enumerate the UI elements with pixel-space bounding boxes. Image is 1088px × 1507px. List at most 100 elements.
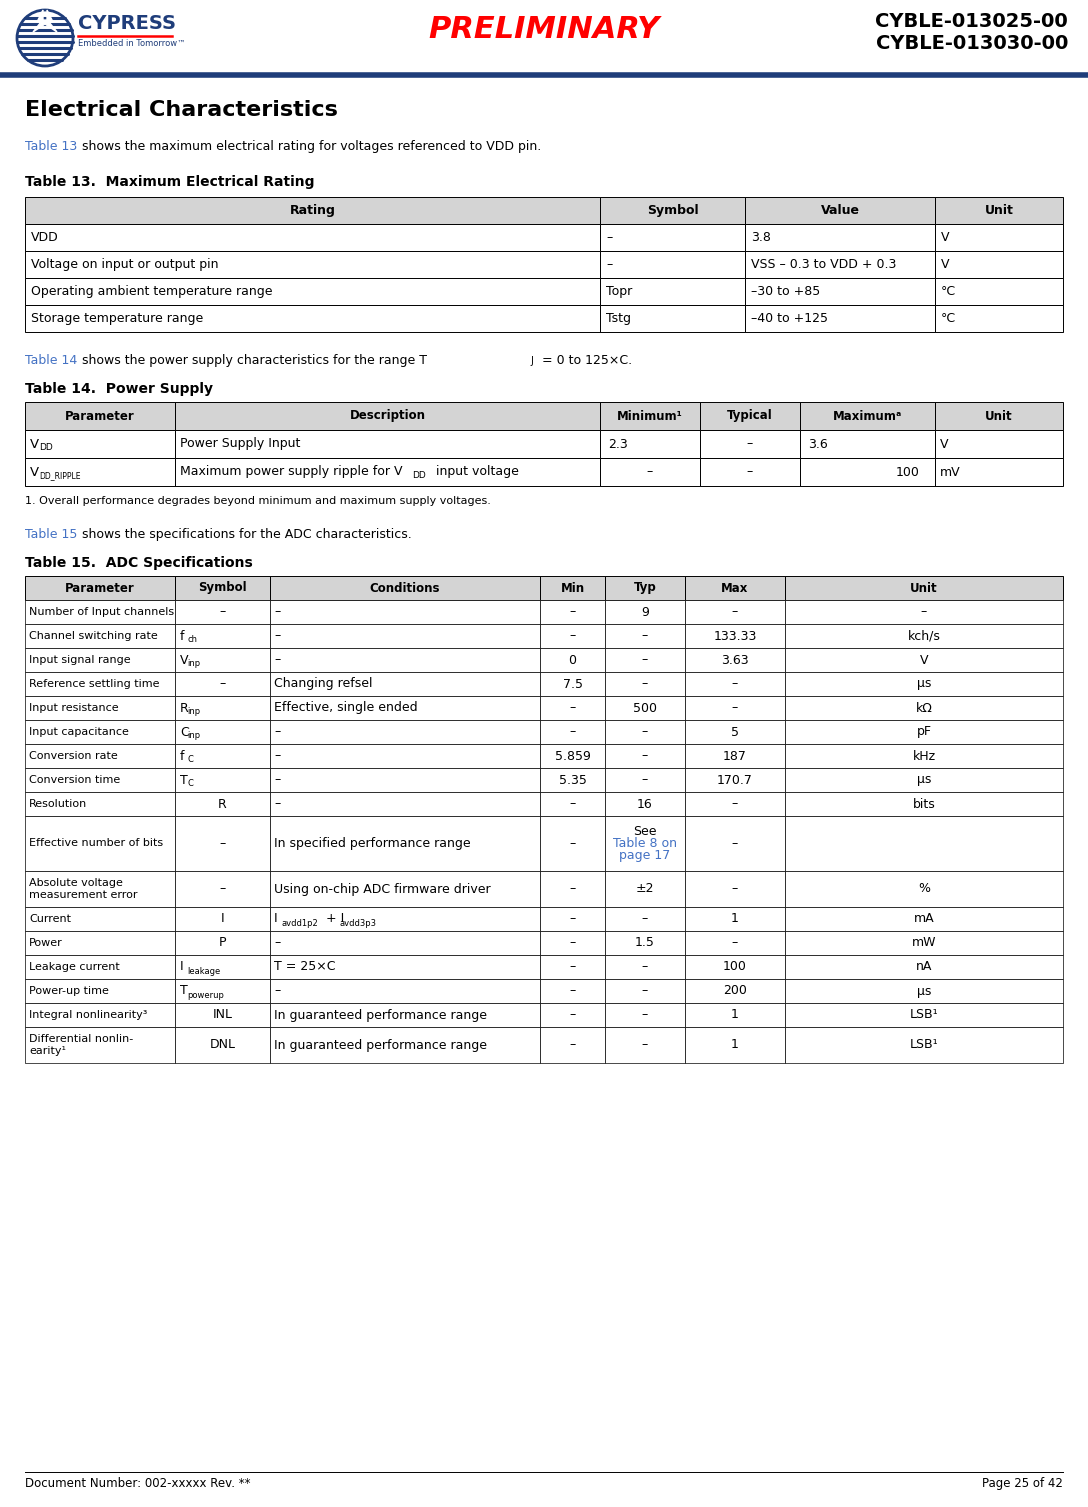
Bar — [270, 1004, 540, 1026]
Bar — [745, 197, 935, 225]
Bar — [685, 907, 786, 931]
Text: Conditions: Conditions — [370, 582, 441, 594]
Text: –: – — [642, 654, 648, 666]
Text: LSB¹: LSB¹ — [910, 1008, 938, 1022]
Bar — [175, 624, 270, 648]
Bar — [800, 458, 935, 485]
Polygon shape — [33, 11, 57, 32]
Bar — [25, 815, 175, 871]
Bar — [25, 648, 175, 672]
Text: Leakage current: Leakage current — [29, 961, 120, 972]
Bar — [685, 931, 786, 955]
Bar — [540, 576, 605, 600]
Bar — [175, 793, 270, 815]
Bar — [540, 769, 605, 793]
Text: Table 14: Table 14 — [25, 354, 77, 368]
Text: μs: μs — [917, 984, 931, 998]
Bar — [605, 907, 685, 931]
Bar — [745, 252, 935, 277]
Text: –: – — [732, 797, 738, 811]
Bar — [175, 696, 270, 720]
Bar — [786, 815, 1063, 871]
Bar — [745, 277, 935, 304]
Text: –: – — [606, 258, 613, 271]
Bar — [25, 931, 175, 955]
Bar — [786, 624, 1063, 648]
Text: V: V — [941, 258, 950, 271]
Text: –: – — [920, 606, 927, 618]
Bar — [605, 871, 685, 907]
Text: Symbol: Symbol — [646, 203, 698, 217]
Text: f: f — [180, 749, 185, 763]
Text: 7.5: 7.5 — [562, 678, 582, 690]
Text: –: – — [569, 797, 576, 811]
Text: 3.6: 3.6 — [808, 437, 828, 451]
Text: R: R — [180, 701, 188, 714]
Bar — [786, 1026, 1063, 1062]
Text: μs: μs — [917, 773, 931, 787]
Text: –: – — [732, 678, 738, 690]
Text: –: – — [274, 725, 281, 738]
Bar — [270, 624, 540, 648]
Text: C: C — [187, 779, 193, 788]
Bar — [25, 672, 175, 696]
Bar — [605, 769, 685, 793]
Bar — [599, 429, 700, 458]
Text: –: – — [569, 960, 576, 974]
Text: –: – — [569, 913, 576, 925]
Bar — [25, 1026, 175, 1062]
Bar — [175, 815, 270, 871]
Bar — [540, 624, 605, 648]
Text: 1: 1 — [731, 1038, 739, 1052]
Text: 9: 9 — [641, 606, 648, 618]
Text: page 17: page 17 — [619, 848, 670, 862]
Bar — [786, 720, 1063, 744]
Text: C: C — [187, 755, 193, 764]
Bar — [605, 931, 685, 955]
Text: –: – — [274, 749, 281, 763]
Text: Reference settling time: Reference settling time — [29, 680, 160, 689]
Text: 187: 187 — [724, 749, 747, 763]
Bar — [786, 576, 1063, 600]
Bar — [175, 931, 270, 955]
Text: DNL: DNL — [210, 1038, 235, 1052]
Bar — [745, 304, 935, 332]
Bar — [605, 1026, 685, 1062]
Text: Channel switching rate: Channel switching rate — [29, 631, 158, 640]
Text: –: – — [569, 606, 576, 618]
Text: Value: Value — [820, 203, 860, 217]
Bar — [540, 648, 605, 672]
Bar — [540, 871, 605, 907]
Bar — [685, 576, 786, 600]
Text: In guaranteed performance range: In guaranteed performance range — [274, 1008, 487, 1022]
Text: Table 15.  ADC Specifications: Table 15. ADC Specifications — [25, 556, 252, 570]
Bar — [786, 955, 1063, 980]
Bar — [270, 600, 540, 624]
Bar — [935, 304, 1063, 332]
Bar — [935, 197, 1063, 225]
Bar — [786, 793, 1063, 815]
Bar — [270, 931, 540, 955]
Text: Unit: Unit — [911, 582, 938, 594]
Text: Min: Min — [560, 582, 584, 594]
Bar — [685, 744, 786, 769]
Bar — [175, 1004, 270, 1026]
Bar — [935, 402, 1063, 429]
Text: –: – — [732, 606, 738, 618]
Text: –: – — [569, 1008, 576, 1022]
Bar — [540, 720, 605, 744]
Text: –: – — [569, 883, 576, 895]
Bar — [605, 576, 685, 600]
Text: –: – — [732, 836, 738, 850]
Text: P: P — [219, 936, 226, 949]
Text: mV: mV — [940, 466, 961, 479]
Bar — [786, 871, 1063, 907]
Text: CYPRESS: CYPRESS — [78, 14, 176, 33]
Bar — [745, 225, 935, 252]
Text: 5.859: 5.859 — [555, 749, 591, 763]
Bar — [270, 672, 540, 696]
Bar — [540, 931, 605, 955]
Bar — [786, 672, 1063, 696]
Text: C: C — [180, 725, 188, 738]
Bar — [540, 955, 605, 980]
